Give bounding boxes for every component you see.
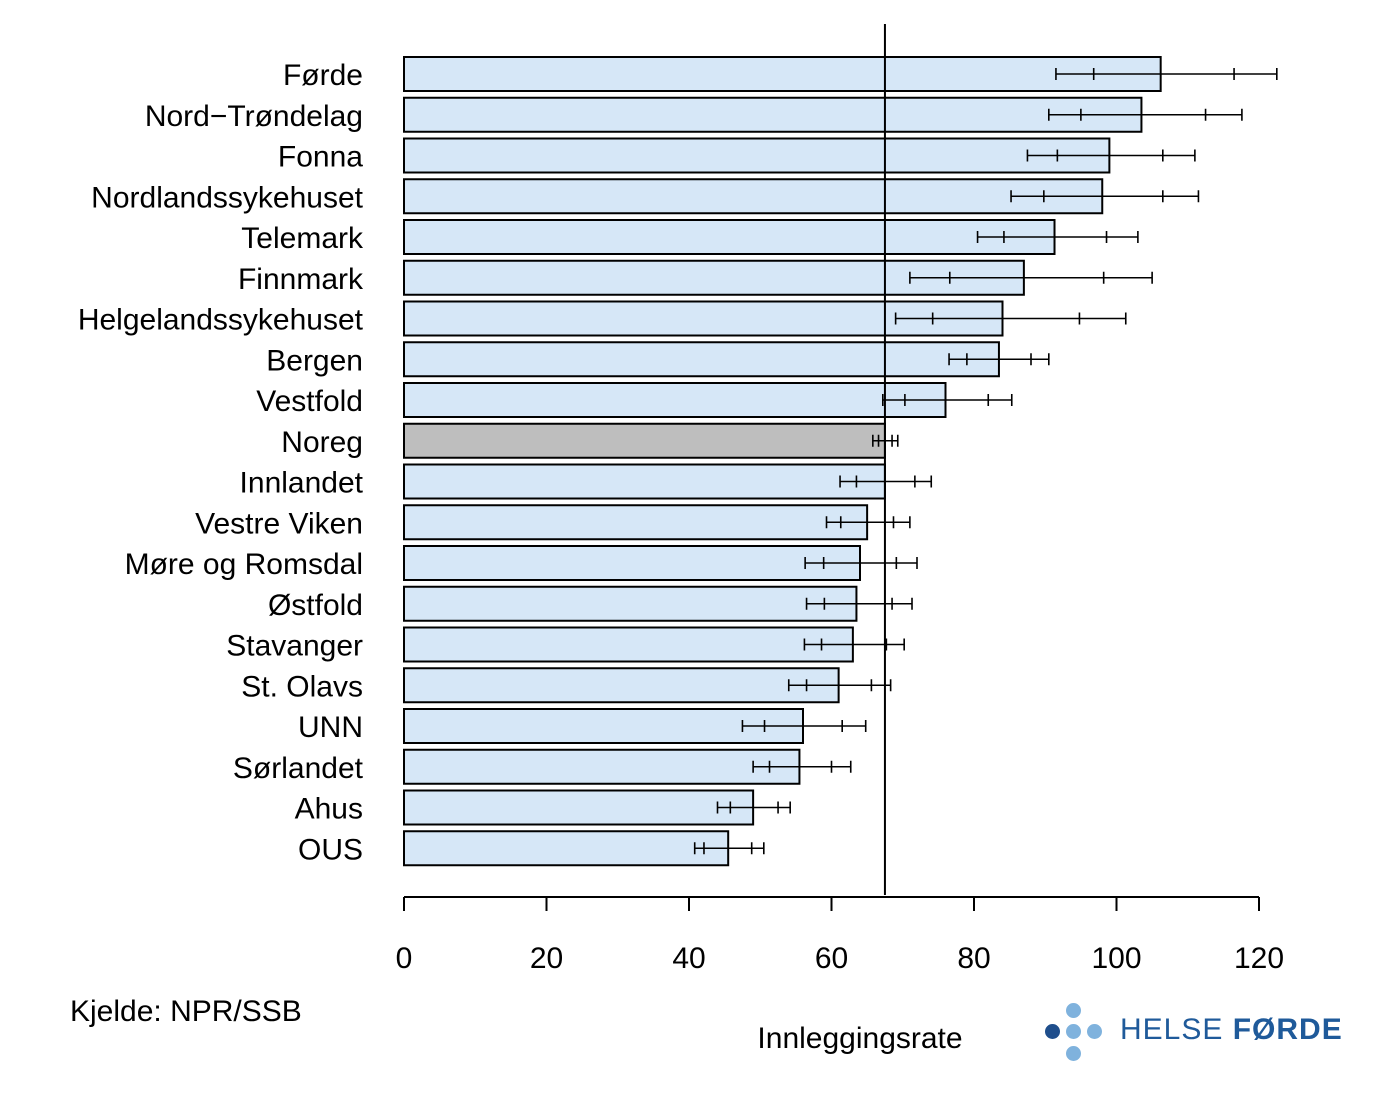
category-label: Innlandet [240, 467, 364, 500]
category-label: Fonna [278, 141, 363, 174]
category-label: Telemark [241, 222, 364, 255]
category-label: Østfold [268, 589, 363, 622]
category-label: Vestre Viken [195, 507, 363, 540]
bar [403, 708, 804, 744]
x-tick-label: 40 [672, 942, 705, 975]
category-label: Sørlandet [233, 752, 364, 785]
bar [403, 422, 886, 459]
x-tick-label: 0 [396, 942, 413, 975]
bar [403, 341, 1000, 378]
category-label: Bergen [266, 344, 363, 377]
bar [403, 667, 840, 704]
category-label: Noreg [281, 426, 363, 459]
bar [403, 545, 861, 581]
helse-forde-logo: HELSE FØRDE [1040, 1000, 1343, 1066]
x-axis-title: Innleggingsrate [757, 1022, 962, 1055]
bar [403, 137, 1111, 174]
category-label: OUS [298, 833, 363, 866]
bar [403, 626, 854, 663]
bar [403, 219, 1056, 255]
bar [403, 789, 755, 826]
category-label: Nord−Trøndelag [145, 100, 363, 133]
category-label: Helgelandssykehuset [78, 304, 364, 337]
category-label: UNN [298, 711, 363, 744]
logo-dots-icon [1040, 1000, 1106, 1066]
bar [403, 463, 886, 500]
category-label: Førde [283, 59, 363, 92]
bar [403, 96, 1143, 133]
category-label: Nordlandssykehuset [91, 181, 363, 214]
bar [403, 585, 858, 622]
source-note: Kjelde: NPR/SSB [70, 995, 302, 1028]
bar [403, 56, 1162, 92]
category-label: St. Olavs [241, 670, 363, 703]
bar [403, 504, 869, 541]
x-tick-label: 60 [815, 942, 848, 975]
category-label: Stavanger [226, 630, 363, 663]
x-tick-label: 120 [1234, 942, 1284, 975]
logo-text-light: HELSE [1120, 1013, 1233, 1046]
logo-text-bold: FØRDE [1232, 1013, 1343, 1046]
bar [403, 748, 801, 785]
logo-text: HELSE FØRDE [1120, 1013, 1343, 1047]
bar [403, 830, 730, 867]
x-tick-label: 20 [530, 942, 563, 975]
bar [403, 382, 947, 418]
category-label: Ahus [295, 793, 363, 826]
category-label: Møre og Romsdal [125, 548, 363, 581]
category-label: Finnmark [238, 263, 364, 296]
bar [403, 178, 1104, 215]
x-tick-label: 100 [1091, 942, 1141, 975]
category-label: Vestfold [256, 385, 363, 418]
x-tick-label: 80 [957, 942, 990, 975]
